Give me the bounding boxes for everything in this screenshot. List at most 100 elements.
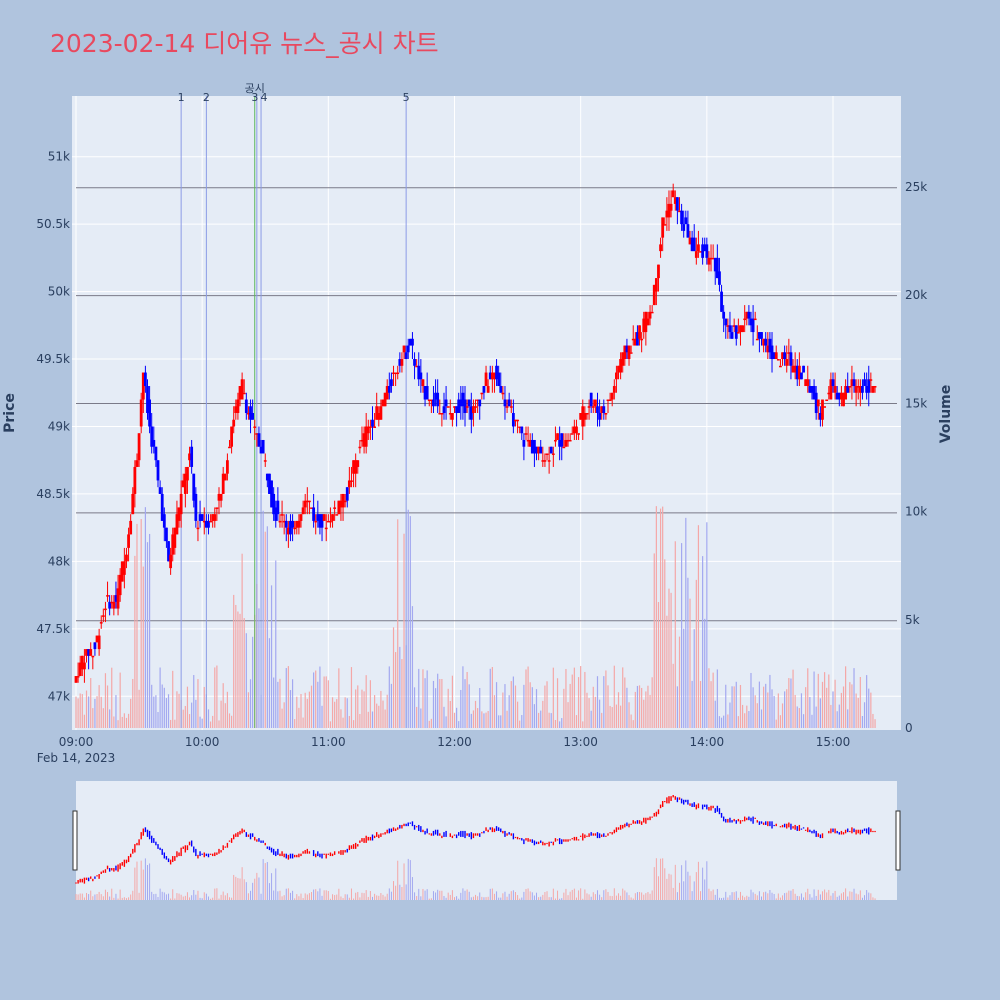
volume-bar: [163, 687, 165, 728]
mini-volume-bar: [94, 894, 96, 900]
volume-bar: [500, 715, 502, 728]
mini-volume-bar: [384, 896, 386, 900]
volume-bar: [857, 697, 859, 728]
candle-body: [675, 197, 679, 211]
candle-body: [783, 352, 787, 360]
mini-volume-bar: [271, 873, 273, 900]
volume-bar: [434, 688, 437, 728]
time-tick-label: 15:00: [816, 735, 851, 749]
volume-bar: [756, 703, 758, 728]
candle-body: [133, 466, 137, 494]
mini-volume-bar: [737, 897, 739, 900]
volume-bar: [451, 675, 453, 728]
candle-body: [549, 446, 553, 454]
candle-body: [116, 588, 120, 609]
mini-volume-bar: [687, 871, 689, 900]
volume-bar: [472, 710, 475, 728]
mini-volume-bar: [81, 893, 83, 900]
volume-bar: [811, 714, 813, 728]
volume-bar: [502, 692, 504, 728]
candle-body: [440, 413, 444, 415]
volume-bar: [838, 704, 840, 728]
candle-body: [173, 527, 177, 548]
candle-body: [575, 426, 578, 434]
candle-body: [167, 541, 170, 562]
candle-body: [770, 345, 774, 360]
candle-body: [688, 237, 692, 245]
volume-bar: [691, 680, 693, 728]
candle-body: [856, 386, 860, 388]
mini-volume-bar: [508, 893, 510, 900]
candle-body: [648, 311, 652, 319]
volume-bar: [220, 700, 222, 728]
volume-bar: [525, 669, 527, 728]
mini-volume-bar: [128, 897, 130, 900]
candle-body: [78, 662, 82, 677]
mini-volume-bar: [125, 898, 127, 900]
candle-body: [335, 514, 339, 516]
candle-body: [806, 379, 810, 387]
news-event-label: 2: [203, 91, 210, 104]
candle-body: [352, 460, 355, 474]
mini-volume-bar: [365, 890, 367, 900]
mini-volume-bar: [798, 896, 800, 900]
volume-bar: [474, 700, 477, 728]
mini-volume-bar: [575, 897, 577, 900]
volume-bar: [81, 694, 83, 728]
mini-volume-bar: [350, 888, 352, 900]
mini-volume-bar: [700, 891, 702, 900]
candle-body: [583, 413, 587, 420]
candle-body: [383, 392, 387, 407]
candle-body: [842, 392, 845, 407]
mini-volume-bar: [571, 889, 573, 900]
mini-volume-bar: [828, 889, 830, 900]
volume-bar: [195, 699, 197, 728]
candle-body: [463, 399, 467, 413]
mini-volume-bar: [525, 888, 527, 900]
candle-body: [629, 352, 633, 354]
volume-bar: [519, 720, 521, 728]
candle-body: [478, 399, 482, 407]
volume-bar: [678, 636, 681, 728]
mini-volume-bar: [840, 893, 842, 900]
candle-body: [537, 446, 541, 454]
mini-volume-bar: [449, 894, 451, 900]
candle-body: [379, 406, 383, 420]
volume-bar: [609, 705, 611, 728]
volume-bar: [622, 667, 624, 728]
mini-volume-bar: [325, 890, 327, 900]
volume-bar: [704, 618, 706, 728]
mini-volume-bar: [170, 898, 172, 900]
candle-body: [270, 480, 273, 508]
mini-volume-bar: [538, 897, 540, 900]
volume-bar: [651, 677, 653, 728]
mini-volume-bar: [786, 892, 788, 900]
volume-bar: [836, 711, 838, 728]
mini-volume-bar: [142, 869, 144, 900]
volume-bar: [252, 636, 254, 728]
candle-body: [169, 554, 173, 569]
candle-body: [621, 352, 625, 366]
volume-bar: [550, 713, 552, 728]
mini-volume-bar: [262, 859, 264, 900]
candle-body: [223, 473, 227, 481]
volume-bar: [479, 688, 481, 728]
candle-body: [846, 386, 850, 393]
volume-bar: [424, 678, 426, 728]
candle-body: [867, 379, 871, 393]
mini-volume-bar: [285, 888, 287, 900]
candle-body: [339, 500, 343, 508]
candle-body: [461, 392, 465, 407]
candle-body: [587, 406, 591, 408]
mini-volume-bar: [367, 896, 369, 900]
candle-body: [101, 615, 105, 617]
volume-bar: [315, 670, 317, 728]
volume-bar: [462, 666, 464, 728]
volume-bar: [449, 700, 451, 728]
mini-volume-bar: [609, 895, 611, 900]
volume-bar: [746, 705, 748, 728]
mini-volume-bar: [527, 888, 529, 900]
volume-bar: [228, 713, 231, 728]
mini-volume-bar: [229, 897, 231, 900]
candle-body: [129, 520, 133, 535]
